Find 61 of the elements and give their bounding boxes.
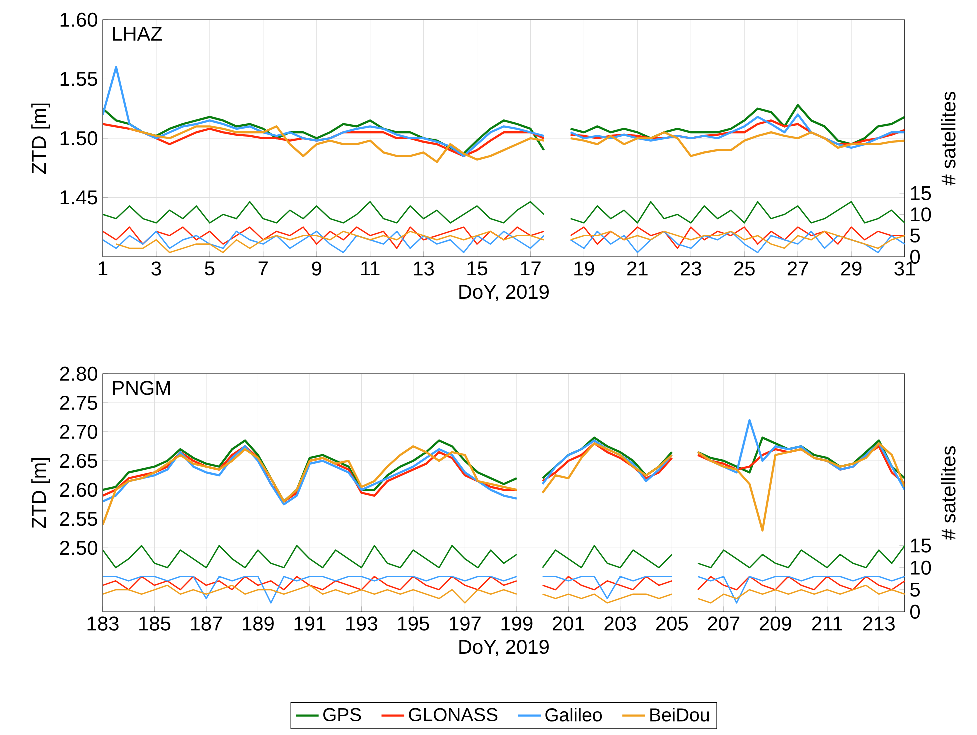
x-tick-label: 209 [760,616,792,631]
x-tick-label: 199 [502,616,533,631]
x-tick-label: 195 [398,616,430,631]
y2-tick-label: 0 [910,604,920,620]
y2-tick-label: 10 [911,560,932,575]
legend-label: BeiDou [650,708,710,722]
y2-tick-label: 5 [910,228,920,243]
y2-tick-label: 15 [911,538,932,553]
x-tick-label: 29 [841,262,862,276]
y-tick-label: 1.55 [60,72,98,86]
y-tick-label: 2.60 [60,483,98,498]
x-tick-label: 3 [152,262,162,276]
x-tick-label: 197 [450,616,481,631]
x-tick-label: 9 [312,262,322,276]
x-tick-label: 191 [294,616,326,631]
y-axis-title: ZTD [m] [32,104,50,174]
x-tick-label: 21 [628,262,648,276]
x-tick-label: 193 [346,616,378,631]
y2-axis-title: # satellites [941,92,956,186]
x-tick-label: 13 [414,262,434,276]
chart-title: LHAZ [113,27,162,41]
y2-tick-label: 5 [910,582,920,597]
x-axis-title: DoY, 2019 [460,285,549,302]
y-tick-label: 2.55 [60,512,98,526]
x-tick-label: 5 [205,262,215,276]
y-tick-label: 1.45 [60,190,98,205]
x-tick-label: 27 [788,262,808,276]
x-tick-label: 183 [88,616,119,631]
x-axis-title: DoY, 2019 [460,640,549,657]
x-tick-label: 23 [681,262,702,276]
y2-tick-label: 10 [911,208,932,222]
y-tick-label: 2.75 [60,396,98,410]
x-tick-label: 203 [604,616,636,631]
y-tick-label: 1.60 [60,12,98,28]
x-tick-label: 17 [521,262,541,276]
y-tick-label: 1.50 [60,131,98,146]
x-tick-label: 11 [361,262,380,276]
y-tick-label: 2.70 [60,424,98,440]
x-tick-label: 7 [258,262,268,276]
x-tick-label: 1 [98,262,108,276]
x-tick-label: 189 [243,616,274,631]
chart-title: PNGM [113,381,170,396]
y2-tick-label: 15 [911,186,932,200]
y-tick-label: 2.50 [60,541,98,556]
y-axis-title: ZTD [m] [32,458,50,528]
x-tick-label: 15 [468,262,488,276]
x-tick-label: 25 [734,262,755,276]
x-tick-label: 19 [574,262,594,276]
legend-label: Galileo [546,708,602,722]
legend-label: GPS [324,708,362,722]
x-tick-label: 211 [812,616,842,631]
x-tick-label: 205 [656,616,688,631]
y2-axis-title: # satellites [941,446,956,540]
legend-label: GLONASS [409,708,498,722]
x-tick-label: 213 [863,616,895,631]
x-tick-label: 201 [553,616,584,631]
y-tick-label: 2.65 [60,454,98,468]
x-tick-label: 187 [191,616,222,631]
y-tick-label: 2.80 [60,366,98,382]
x-tick-label: 207 [708,616,740,631]
x-tick-label: 185 [140,616,171,631]
